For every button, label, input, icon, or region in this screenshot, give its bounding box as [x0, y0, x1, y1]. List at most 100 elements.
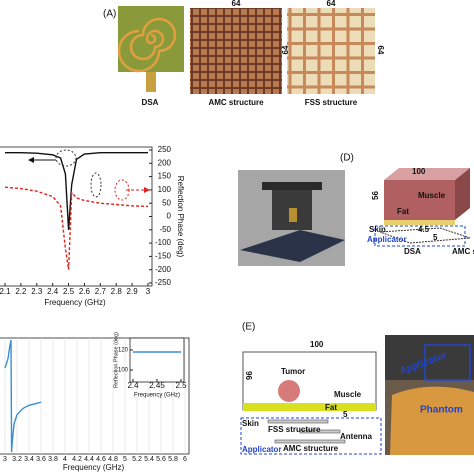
x-tick-label: 2.4 — [47, 287, 59, 296]
x-tick-label: 4.4 — [84, 456, 94, 463]
label: Antenna — [340, 432, 373, 441]
fss-layer — [267, 419, 329, 424]
x-tick-label: 6 — [183, 456, 187, 463]
x-tick-label: 2.9 — [127, 287, 139, 296]
dimension: 64 — [376, 46, 385, 55]
applicator-box — [240, 417, 382, 455]
label: FSS structure — [268, 425, 321, 434]
label: Applicator — [242, 445, 282, 454]
ellipse — [90, 172, 102, 198]
phantom-gel — [390, 386, 474, 455]
photo-board — [240, 230, 345, 262]
x-tick-label: 3.6 — [36, 456, 46, 463]
photo-connector — [289, 208, 297, 222]
label: AMC structure — [283, 444, 339, 453]
box-top — [384, 168, 470, 180]
caption: AMC structure — [208, 98, 264, 107]
label: Skin — [242, 419, 259, 428]
x-tick-label: 5.8 — [168, 456, 178, 463]
x-tick-label: 3 — [146, 287, 151, 296]
fat-layer — [384, 220, 455, 225]
y2-tick-label: 50 — [162, 198, 171, 207]
panel-label: (E) — [242, 322, 255, 333]
series-line — [4, 339, 42, 453]
x-tick-label: 4.2 — [72, 456, 82, 463]
x-tick-label: 4.8 — [108, 456, 118, 463]
x-tick-label: 2.5 — [63, 287, 75, 296]
annotations — [28, 149, 150, 201]
x-tick-label: 2.4 — [127, 381, 139, 390]
x-axis-label: Frequency (GHz) — [134, 393, 180, 399]
spiral — [117, 17, 177, 73]
x-tick-label: 2.8 — [111, 287, 123, 296]
label: Skin — [369, 225, 386, 234]
amc-photo — [190, 8, 282, 94]
x-tick-label: 3.8 — [48, 456, 58, 463]
x-tick-label: 5.4 — [144, 456, 154, 463]
y2-tick-label: -100 — [155, 238, 172, 247]
label: 56 — [371, 191, 380, 200]
x-tick-label: 2.1 — [0, 287, 11, 296]
applicator-box — [424, 344, 471, 381]
label: Muscle — [418, 191, 446, 200]
x-tick-label: 3.4 — [24, 456, 34, 463]
amc-layer — [274, 439, 346, 444]
fss-photo — [287, 8, 375, 94]
dimension: 64 — [281, 45, 290, 54]
label: 100 — [412, 167, 426, 176]
board — [379, 227, 471, 244]
tumor — [278, 380, 300, 402]
arrow-head — [28, 157, 34, 163]
label: 5 — [433, 233, 438, 242]
x-tick-label: 2.5 — [175, 381, 187, 390]
label: 5 — [343, 410, 348, 419]
panel-d: (D) Muscle Fat Skin Applicator DSA AMC s… — [238, 153, 474, 266]
y2-tick-label: 150 — [158, 172, 172, 181]
caption: DSA — [142, 98, 159, 107]
label: Muscle — [334, 390, 362, 399]
label: 4.5 — [418, 225, 430, 234]
connector — [146, 72, 156, 92]
phantom-box — [242, 351, 377, 411]
series-line — [5, 152, 148, 230]
x-tick-label: 2.2 — [15, 287, 27, 296]
box-front — [384, 180, 455, 220]
x-tick-label: 4.6 — [96, 456, 106, 463]
y2-tick-label: 0 — [167, 212, 172, 221]
box-side — [455, 168, 470, 220]
x-tick-label: 2.7 — [95, 287, 107, 296]
x-tick-label: 5.2 — [132, 456, 142, 463]
panel-a: (A) DSA AMC structure FSS structure 64 6… — [103, 0, 385, 107]
y-tick-label: 100 — [118, 368, 129, 374]
panel-e: (E) 100 96 Tumor Muscle Fat Skin FSS str… — [240, 322, 474, 455]
antenna — [299, 429, 341, 434]
dsa-photo — [118, 6, 184, 72]
x-tick-label: 3 — [3, 456, 7, 463]
dimension: 64 — [327, 0, 336, 8]
y2-tick-label: -150 — [155, 252, 172, 261]
caption: FSS structure — [305, 98, 358, 107]
y2-axis-label: Reflection Phase (deg) — [176, 176, 185, 258]
label: Applicator — [367, 235, 407, 244]
series-line — [4, 186, 149, 270]
label: 96 — [245, 371, 254, 380]
fat-layer — [243, 403, 376, 411]
x-axis-label: Frequency (GHz) — [44, 298, 106, 307]
x-tick-label: 4 — [63, 456, 67, 463]
y-axis-label: Reflection Phase (deg) — [113, 332, 119, 388]
label: AMC st — [452, 247, 474, 256]
plot-area — [0, 146, 153, 287]
label: Fat — [397, 207, 409, 216]
photo-plate — [262, 182, 322, 190]
x-tick-label: 2.45 — [149, 381, 165, 390]
x-tick-label: 5 — [123, 456, 127, 463]
y2-tick-label: 100 — [158, 185, 172, 194]
panel-label: (A) — [103, 9, 116, 20]
label: DSA — [404, 247, 421, 256]
y2-tick-label: -250 — [155, 278, 172, 287]
y-tick-label: 120 — [118, 348, 129, 354]
y2-tick-label: -200 — [155, 265, 172, 274]
label: Fat — [325, 403, 337, 412]
applicator-box — [374, 225, 466, 247]
